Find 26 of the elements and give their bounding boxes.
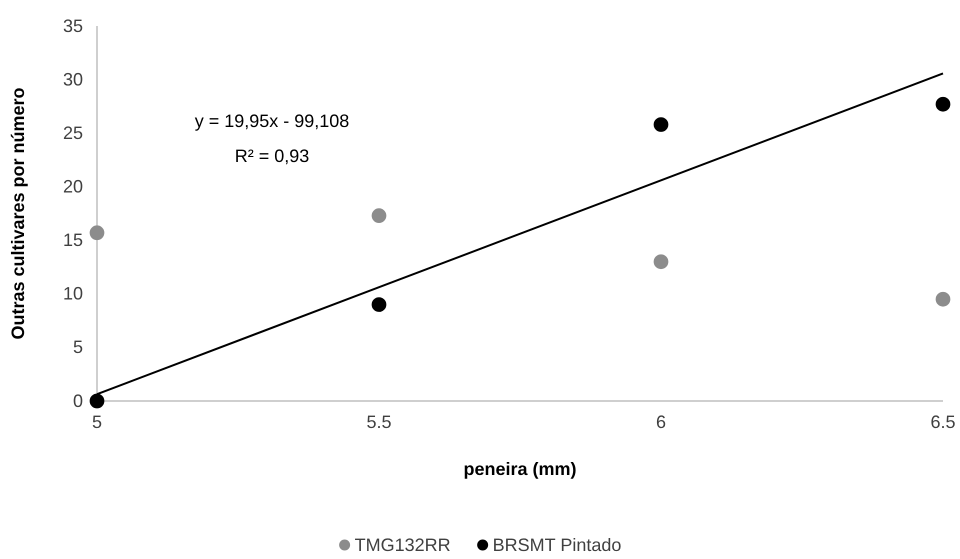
y-tick-label: 0 — [72, 390, 83, 411]
y-tick-label: 10 — [62, 284, 83, 304]
y-axis-title: Outras cultivares por número — [8, 87, 28, 340]
x-tick-label: 5 — [92, 412, 102, 432]
x-tick-label: 6 — [656, 412, 666, 432]
point — [90, 394, 104, 408]
point — [654, 254, 668, 270]
point — [936, 292, 950, 307]
point — [654, 117, 668, 132]
y-tick-label: 20 — [62, 176, 83, 196]
annotation: y = 19,95x - 99,108 — [194, 111, 350, 131]
point — [936, 96, 950, 112]
x-tick-label: 5.5 — [366, 412, 392, 432]
point — [372, 208, 386, 223]
y-tick-label: 5 — [72, 337, 83, 358]
legend-label: TMG132RR — [354, 535, 451, 555]
x-axis-title: peneira (mm) — [463, 459, 577, 479]
annotation: R² = 0,93 — [234, 146, 310, 166]
y-tick-label: 30 — [62, 69, 83, 90]
point — [372, 297, 386, 312]
y-tick-label: 25 — [62, 122, 83, 143]
point — [90, 225, 104, 240]
legend-label: BRSMT Pintado — [492, 535, 622, 555]
y-tick-label: 35 — [62, 16, 83, 36]
x-tick-label: 6.5 — [930, 412, 956, 432]
y-tick-label: 15 — [62, 230, 83, 250]
